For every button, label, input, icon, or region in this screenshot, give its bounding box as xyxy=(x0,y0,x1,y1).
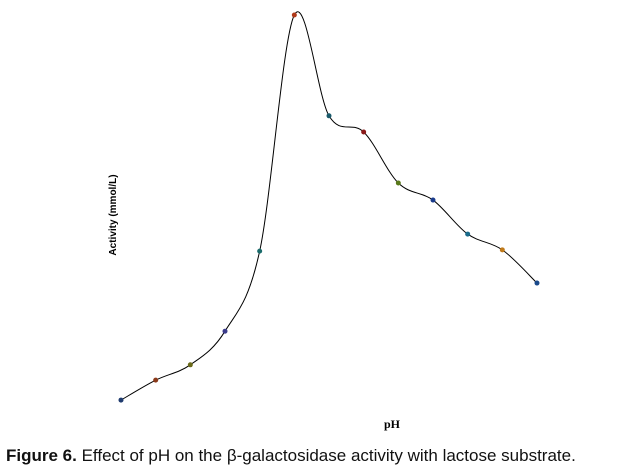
marker xyxy=(222,328,228,334)
marker xyxy=(326,113,332,119)
x-axis-label: pH xyxy=(384,417,401,431)
marker xyxy=(465,231,471,237)
marker xyxy=(257,248,263,254)
marker xyxy=(395,180,401,186)
marker xyxy=(499,247,505,253)
caption-text: Effect of pH on the β-galactosidase acti… xyxy=(81,446,576,465)
marker xyxy=(118,397,124,403)
chart: pH Activity (mmol/L) xyxy=(108,11,540,431)
y-axis-label: Activity (mmol/L) xyxy=(108,174,119,255)
marker xyxy=(361,129,367,135)
caption-label: Figure 6. xyxy=(6,446,77,465)
line xyxy=(120,11,538,401)
marker xyxy=(534,280,540,286)
marker xyxy=(153,377,159,383)
caption: Figure 6. Effect of pH on the β-galactos… xyxy=(6,446,576,466)
marker xyxy=(430,197,436,203)
marker xyxy=(187,362,193,368)
marker xyxy=(291,12,297,18)
